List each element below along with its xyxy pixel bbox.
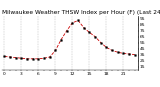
Text: Milwaukee Weather THSW Index per Hour (F) (Last 24 Hours): Milwaukee Weather THSW Index per Hour (F… (2, 10, 160, 15)
